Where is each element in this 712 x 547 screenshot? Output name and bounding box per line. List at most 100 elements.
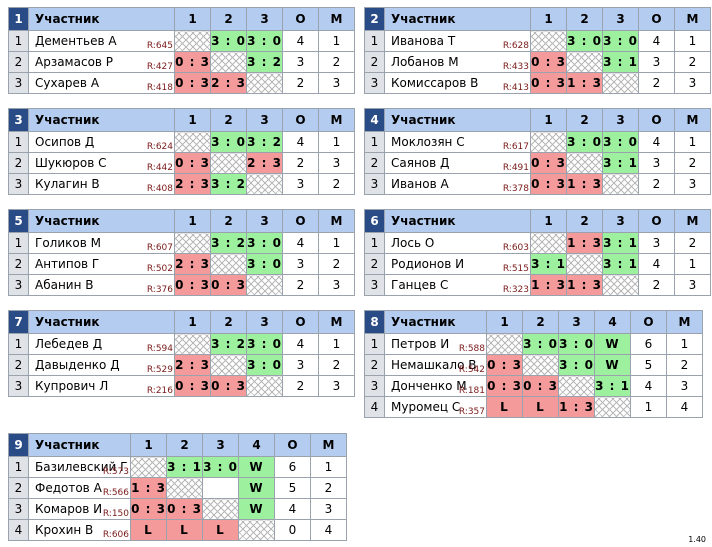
- place-value: 3: [318, 375, 355, 397]
- place-header: М: [310, 433, 347, 457]
- self-match-cell: [530, 30, 567, 52]
- score-cell: W: [238, 498, 275, 520]
- points-value: 4: [282, 30, 319, 52]
- participant-rating: R:607: [146, 243, 173, 253]
- row-number: 1: [8, 232, 29, 254]
- self-match-cell: [566, 253, 603, 275]
- participant-cell: Лобанов М R:433: [384, 51, 531, 73]
- opponent-column-header: 4: [238, 433, 275, 457]
- participant-cell: Моклозян С R:617: [384, 131, 531, 153]
- participant-rating: R:357: [458, 407, 485, 417]
- participant-cell: Лебедев Д R:594: [28, 333, 175, 355]
- participant-rating: R:376: [146, 285, 173, 295]
- group-number: 2: [364, 7, 385, 31]
- opponent-column-header: 1: [174, 108, 211, 132]
- opponent-column-header: 2: [210, 209, 247, 233]
- score-cell: 3 : 0: [246, 253, 283, 275]
- participant-rating: R:442: [146, 163, 173, 173]
- score-cell: 3 : 0: [246, 354, 283, 376]
- place-value: 4: [666, 396, 703, 418]
- self-match-cell: [174, 131, 211, 153]
- participant-cell: Антипов Г R:502: [28, 253, 175, 275]
- place-value: 1: [318, 30, 355, 52]
- group-header-row: 1 Участник 1 2 3 О М: [8, 7, 355, 31]
- score-cell: 3 : 2: [246, 51, 283, 73]
- opponent-column-header: 3: [602, 209, 639, 233]
- opponent-column-header: 3: [558, 310, 595, 334]
- participant-rating: R:433: [502, 62, 529, 72]
- place-value: 2: [318, 354, 355, 376]
- score-cell: W: [594, 354, 631, 376]
- group-number: 5: [8, 209, 29, 233]
- row-number: 2: [8, 253, 29, 275]
- score-cell: 0 : 3: [530, 173, 567, 195]
- points-value: 3: [638, 152, 675, 174]
- score-cell: 3 : 0: [522, 333, 559, 355]
- participant-cell: Комаров И R:150: [28, 498, 131, 520]
- participant-cell: Дементьев А R:645: [28, 30, 175, 52]
- points-header: О: [282, 209, 319, 233]
- opponent-column-header: 1: [530, 108, 567, 132]
- place-value: 3: [674, 173, 711, 195]
- self-match-cell: [210, 354, 247, 376]
- score-cell: 1 : 3: [558, 396, 595, 418]
- place-value: 3: [674, 274, 711, 296]
- self-match-cell: [594, 396, 631, 418]
- participant-cell: Муромец С R:357: [384, 396, 487, 418]
- participant-rating: R:408: [146, 184, 173, 194]
- row-number: 3: [8, 498, 29, 520]
- participant-rating: R:603: [502, 243, 529, 253]
- group-number: 8: [364, 310, 385, 334]
- opponent-column-header: 2: [210, 108, 247, 132]
- score-cell: 1 : 3: [566, 72, 603, 94]
- participant-cell: Осипов Д R:624: [28, 131, 175, 153]
- group-number: 7: [8, 310, 29, 334]
- opponent-column-header: 2: [522, 310, 559, 334]
- place-value: 3: [666, 375, 703, 397]
- place-value: 2: [674, 51, 711, 73]
- score-cell: 3 : 0: [602, 131, 639, 153]
- participant-rating: R:491: [502, 163, 529, 173]
- score-cell: L: [202, 519, 239, 541]
- participant-cell: Кулагин В R:408: [28, 173, 175, 195]
- place-value: 3: [318, 152, 355, 174]
- score-cell: 0 : 3: [174, 51, 211, 73]
- participant-name: Иванов А: [391, 177, 449, 191]
- participant-cell: Петров И R:588: [384, 333, 487, 355]
- row-number: 2: [364, 253, 385, 275]
- points-value: 6: [630, 333, 667, 355]
- score-cell: L: [486, 396, 523, 418]
- group-number: 1: [8, 7, 29, 31]
- place-header: М: [674, 209, 711, 233]
- score-cell: L: [130, 519, 167, 541]
- score-cell: 3 : 2: [246, 131, 283, 153]
- place-value: 4: [310, 519, 347, 541]
- score-cell: 3 : 1: [166, 456, 203, 478]
- points-value: 4: [282, 232, 319, 254]
- score-cell: 3 : 0: [246, 30, 283, 52]
- participant-header: Участник: [28, 310, 175, 334]
- participant-name: Донченко М: [391, 379, 467, 393]
- self-match-cell: [238, 519, 275, 541]
- opponent-column-header: 1: [174, 310, 211, 334]
- opponent-column-header: 3: [246, 310, 283, 334]
- score-cell: 3 : 1: [602, 232, 639, 254]
- score-cell: 0 : 3: [486, 375, 523, 397]
- score-cell: 1 : 3: [566, 173, 603, 195]
- self-match-cell: [174, 232, 211, 254]
- participant-rating: R:588: [458, 344, 485, 354]
- participant-header: Участник: [384, 209, 531, 233]
- score-cell: W: [594, 333, 631, 355]
